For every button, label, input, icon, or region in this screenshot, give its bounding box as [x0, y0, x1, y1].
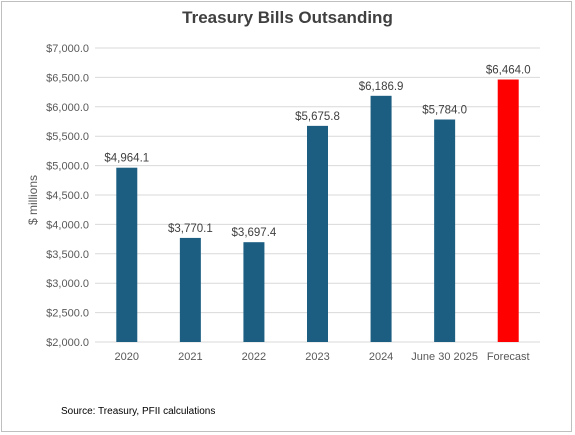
data-label: $6,464.0: [486, 65, 531, 77]
source-note: Source: Treasury, PFII calculations: [61, 406, 216, 417]
y-tick-label: $3,500.0: [46, 249, 89, 261]
bar: [434, 119, 456, 343]
y-tick-label: $4,500.0: [46, 190, 89, 202]
bar: [370, 95, 392, 343]
y-tick-label: $5,000.0: [46, 161, 89, 173]
data-labels: $4,964.1 $3,770.1 $3,697.4 $5,675.8 $6,186.9…: [104, 65, 530, 240]
x-tick-label: 2020: [115, 351, 139, 363]
y-tick-label: $4,000.0: [46, 219, 89, 231]
data-label: $6,186.9: [359, 81, 404, 93]
data-label: $5,784.0: [422, 105, 467, 117]
y-tick-label: $6,500.0: [46, 72, 89, 84]
x-tick-label: 2022: [242, 351, 266, 363]
x-tick-label: 2023: [305, 351, 329, 363]
bar: [179, 237, 201, 342]
data-label: $4,964.1: [104, 153, 149, 165]
bar: [307, 125, 328, 342]
x-axis-ticks: 2020 2021 2022 2023 2024 June 30 2025 Forecast: [115, 351, 530, 363]
y-tick-label: $6,000.0: [46, 102, 89, 114]
y-tick-label: $2,500.0: [46, 308, 89, 320]
x-tick-label: 2021: [178, 351, 202, 363]
y-axis-title: $ millions: [26, 175, 40, 225]
y-tick-label: $5,500.0: [46, 131, 89, 143]
bar: [116, 167, 138, 342]
data-label: $5,675.8: [295, 111, 340, 123]
y-tick-label: $7,000.0: [46, 43, 89, 55]
y-tick-label: $2,000.0: [46, 337, 89, 349]
x-tick-label: Forecast: [487, 351, 530, 363]
x-tick-label: 2024: [369, 351, 393, 363]
x-tick-label: June 30 2025: [411, 351, 478, 363]
y-axis-ticks: $2,000.0 $2,500.0 $3,000.0 $3,500.0 $4,000.0…: [46, 43, 89, 349]
bars: [116, 79, 519, 343]
bar: [243, 242, 265, 342]
bar: [497, 79, 519, 343]
y-tick-label: $3,000.0: [46, 278, 89, 290]
data-label: $3,697.4: [232, 227, 277, 239]
chart-title: Treasury Bills Outsanding: [182, 8, 393, 27]
data-label: $3,770.1: [168, 223, 213, 235]
